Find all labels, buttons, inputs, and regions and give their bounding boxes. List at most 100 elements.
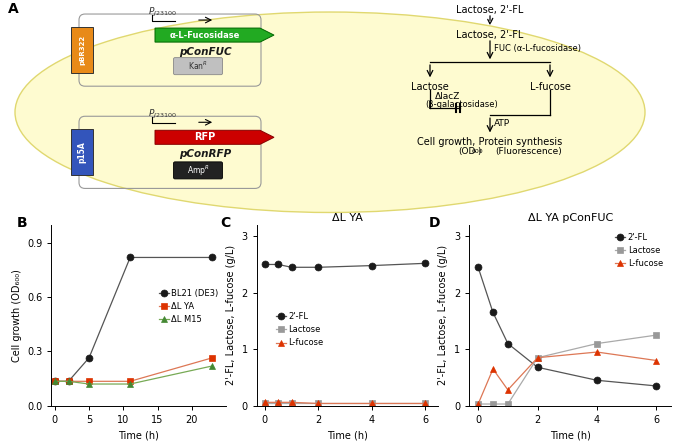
Lactose [314, 401, 323, 406]
ΔL YA [51, 379, 59, 384]
FancyBboxPatch shape [71, 129, 93, 176]
2'-FL [261, 262, 269, 267]
Line: ΔL M15: ΔL M15 [51, 363, 216, 388]
Text: C: C [221, 216, 231, 230]
2'-FL [474, 265, 482, 270]
ΔL YA [85, 379, 93, 384]
Text: L-fucose: L-fucose [530, 82, 571, 92]
Text: RFP: RFP [195, 132, 216, 142]
Text: Lactose, 2'-FL: Lactose, 2'-FL [456, 5, 524, 15]
2'-FL [652, 383, 660, 389]
2'-FL [534, 365, 542, 370]
Text: Amp$^R$: Amp$^R$ [186, 163, 210, 178]
Lactose [474, 401, 482, 407]
FancyArrow shape [155, 28, 274, 42]
BL21 (DE3) [85, 355, 93, 360]
FancyBboxPatch shape [71, 27, 93, 73]
Text: FUC (α-L-fucosidase): FUC (α-L-fucosidase) [494, 44, 581, 52]
FancyBboxPatch shape [173, 58, 223, 75]
L-fucose [534, 355, 542, 360]
2'-FL [503, 341, 512, 346]
2'-FL [274, 262, 282, 267]
Line: L-fucose: L-fucose [475, 348, 660, 407]
ΔL YA [64, 379, 73, 384]
Y-axis label: 2'-FL, Lactose, L-fucose (g/L): 2'-FL, Lactose, L-fucose (g/L) [226, 245, 236, 385]
Lactose [368, 401, 376, 406]
Legend: BL21 (DE3), ΔL YA, ΔL M15: BL21 (DE3), ΔL YA, ΔL M15 [159, 288, 219, 324]
Text: D: D [429, 216, 440, 230]
Ellipse shape [15, 12, 645, 213]
ΔL M15 [126, 381, 134, 387]
Line: Lactose: Lactose [475, 332, 660, 407]
Y-axis label: Cell growth (OD₆₀₀): Cell growth (OD₆₀₀) [12, 269, 21, 362]
L-fucose [421, 401, 429, 406]
Text: 600: 600 [472, 149, 484, 154]
Text: ): ) [477, 147, 480, 156]
L-fucose [652, 358, 660, 363]
Lactose [274, 401, 282, 406]
Text: pConRFP: pConRFP [179, 149, 231, 159]
Line: BL21 (DE3): BL21 (DE3) [51, 254, 216, 385]
X-axis label: Time (h): Time (h) [550, 430, 590, 440]
Text: Kan$^R$: Kan$^R$ [188, 60, 208, 72]
Title: ΔL YA: ΔL YA [332, 213, 363, 223]
2'-FL [421, 261, 429, 266]
Lactose [489, 401, 497, 407]
BL21 (DE3) [208, 255, 216, 260]
Text: B: B [16, 216, 27, 230]
Text: (OD: (OD [458, 147, 475, 156]
ΔL M15 [208, 363, 216, 369]
ΔL M15 [51, 379, 59, 384]
BL21 (DE3) [51, 379, 59, 384]
Legend: 2'-FL, Lactose, L-fucose: 2'-FL, Lactose, L-fucose [275, 312, 323, 348]
BL21 (DE3) [64, 379, 73, 384]
Lactose [261, 401, 269, 406]
Lactose [652, 333, 660, 338]
L-fucose [274, 400, 282, 405]
Text: p15A: p15A [77, 142, 86, 163]
X-axis label: Time (h): Time (h) [119, 430, 159, 440]
Line: ΔL YA: ΔL YA [51, 354, 216, 385]
FancyBboxPatch shape [173, 162, 223, 179]
Text: (β-galactosidase): (β-galactosidase) [425, 100, 498, 109]
ΔL M15 [85, 381, 93, 387]
Text: $P_{J23100}$: $P_{J23100}$ [148, 108, 177, 121]
2'-FL [368, 263, 376, 268]
ΔL M15 [64, 379, 73, 384]
Lactose [503, 401, 512, 407]
L-fucose [593, 349, 601, 355]
2'-FL [489, 310, 497, 315]
Text: ATP: ATP [494, 119, 510, 128]
Lactose [288, 401, 296, 406]
2'-FL [593, 377, 601, 383]
Text: pBR322: pBR322 [79, 35, 85, 65]
L-fucose [261, 400, 269, 405]
L-fucose [368, 401, 376, 406]
Text: (Fluorescence): (Fluorescence) [495, 147, 562, 156]
Text: Lactose, 2'-FL: Lactose, 2'-FL [456, 30, 524, 40]
Lactose [534, 355, 542, 360]
L-fucose [474, 401, 482, 407]
BL21 (DE3) [126, 255, 134, 260]
Text: ΔlacZ: ΔlacZ [435, 92, 460, 101]
Line: Lactose: Lactose [262, 400, 429, 407]
L-fucose [489, 366, 497, 372]
Text: $P_{J23100}$: $P_{J23100}$ [148, 5, 177, 19]
Lactose [593, 341, 601, 346]
Text: A: A [8, 2, 18, 16]
Title: ΔL YA pConFUC: ΔL YA pConFUC [527, 213, 613, 223]
Text: Lactose: Lactose [411, 82, 449, 92]
Line: 2'-FL: 2'-FL [475, 264, 660, 389]
L-fucose [314, 401, 323, 406]
ΔL YA [208, 355, 216, 360]
Line: L-fucose: L-fucose [262, 399, 429, 407]
FancyArrow shape [155, 130, 274, 144]
2'-FL [314, 265, 323, 270]
Text: α-L-Fucosidase: α-L-Fucosidase [170, 30, 240, 40]
X-axis label: Time (h): Time (h) [327, 430, 368, 440]
Legend: 2'-FL, Lactose, L-fucose: 2'-FL, Lactose, L-fucose [615, 233, 663, 268]
2'-FL [288, 265, 296, 270]
Y-axis label: 2'-FL, Lactose, L-fucose (g/L): 2'-FL, Lactose, L-fucose (g/L) [438, 245, 449, 385]
Line: 2'-FL: 2'-FL [262, 260, 429, 271]
ΔL YA [126, 379, 134, 384]
